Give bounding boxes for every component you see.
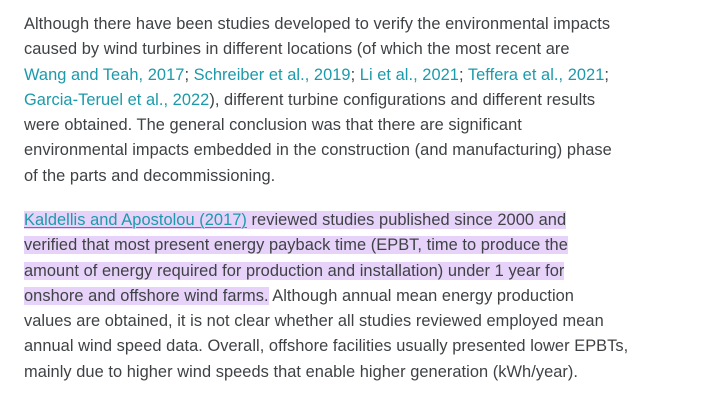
text-fragment: Although annual mean energy production xyxy=(268,286,574,305)
text-line: annual wind speed data. Overall, offshor… xyxy=(24,337,629,356)
highlighted-line: verified that most present energy paybac… xyxy=(24,233,724,258)
highlighted-line: amount of energy required for production… xyxy=(24,259,724,284)
citation-separator: ; xyxy=(604,65,609,84)
paragraph-environmental-impacts: Although there have been studies develop… xyxy=(24,12,724,189)
citation-separator: ; xyxy=(350,65,360,84)
mixed-line: onshore and offshore wind farms. Althoug… xyxy=(24,284,724,309)
highlight-span[interactable]: onshore and offshore wind farms. xyxy=(24,286,269,305)
highlight-span[interactable]: Kaldellis and Apostolou (2017) reviewed … xyxy=(24,211,567,229)
text-fragment: ), different turbine configurations and … xyxy=(209,90,596,109)
citation-link-wang-teah[interactable]: Wang and Teah, 2017 xyxy=(24,65,185,84)
highlight-span[interactable]: verified that most present energy paybac… xyxy=(24,236,568,255)
text-line: Although there have been studies develop… xyxy=(24,15,611,33)
citation-link-kaldellis[interactable]: Kaldellis and Apostolou (2017) xyxy=(24,211,247,229)
text-line: caused by wind turbines in different loc… xyxy=(24,40,570,59)
text-line: of the parts and decommissioning. xyxy=(24,166,276,185)
text-line: were obtained. The general conclusion wa… xyxy=(24,116,522,135)
highlighted-line: Kaldellis and Apostolou (2017) reviewed … xyxy=(24,208,724,233)
citation-link-garcia-teruel[interactable]: Garcia-Teruel et al., 2022 xyxy=(24,90,210,109)
paragraph-epbt-review: Kaldellis and Apostolou (2017) reviewed … xyxy=(24,208,724,385)
citation-link-schreiber[interactable]: Schreiber et al., 2019 xyxy=(193,65,351,84)
highlight-span[interactable]: amount of energy required for production… xyxy=(24,261,565,280)
citation-line: Wang and Teah, 2017; Schreiber et al., 2… xyxy=(24,63,724,88)
text-line: mainly due to higher wind speeds that en… xyxy=(24,362,579,381)
citation-line: Garcia-Teruel et al., 2022), different t… xyxy=(24,88,724,113)
text-line: values are obtained, it is not clear whe… xyxy=(24,312,604,331)
citation-link-teffera[interactable]: Teffera et al., 2021 xyxy=(467,65,605,84)
highlighted-text: reviewed studies published since 2000 an… xyxy=(246,211,567,229)
citation-separator: ; xyxy=(184,65,194,84)
citation-separator: ; xyxy=(458,65,468,84)
citation-link-li[interactable]: Li et al., 2021 xyxy=(359,65,459,84)
text-line: environmental impacts embedded in the co… xyxy=(24,141,612,160)
